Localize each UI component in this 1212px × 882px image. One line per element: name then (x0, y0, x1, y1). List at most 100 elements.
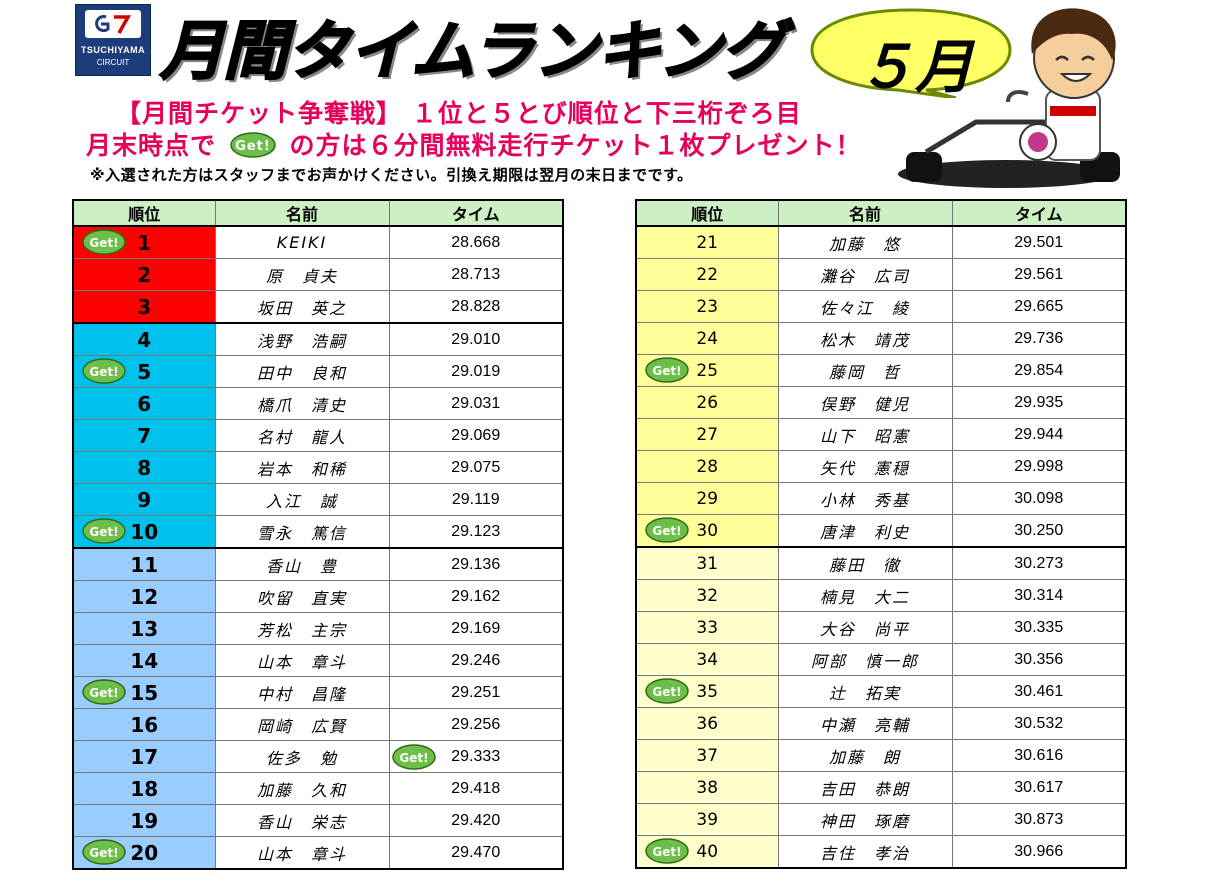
table-row: Get! 35 辻 拓実 30.461 (635, 675, 1127, 708)
time-value: 30.250 (1014, 521, 1064, 539)
rank-cell: 29 (635, 482, 779, 515)
table-row: 32 楠見 大二 30.314 (635, 579, 1127, 612)
time-value: 29.256 (451, 715, 501, 733)
table-row: Get! 25 藤岡 哲 29.854 (635, 354, 1127, 387)
rank-value: 8 (137, 455, 152, 480)
time-value: 29.136 (451, 555, 501, 573)
time-value: 29.935 (1014, 393, 1064, 411)
time-cell: 29.251 (388, 676, 564, 709)
time-cell: 28.668 (388, 225, 564, 259)
time-value: 29.069 (451, 426, 501, 444)
time-value: 30.966 (1014, 842, 1064, 860)
header-time: タイム (951, 199, 1127, 227)
rank-value: 21 (696, 232, 719, 253)
name-cell: 芳松 主宗 (214, 612, 390, 645)
rank-cell: 13 (72, 612, 216, 645)
time-cell: 29.069 (388, 419, 564, 452)
time-value: 30.356 (1014, 650, 1064, 668)
table-row: 39 神田 琢磨 30.873 (635, 803, 1127, 836)
rank-value: 27 (696, 424, 719, 445)
table-row: 24 松木 靖茂 29.736 (635, 322, 1127, 355)
rank-value: 18 (130, 776, 159, 801)
rank-cell: 18 (72, 772, 216, 805)
table-row: 8 岩本 和稀 29.075 (72, 451, 564, 484)
time-value: 29.251 (451, 683, 501, 701)
rank-value: 14 (130, 648, 159, 673)
time-value: 29.418 (451, 779, 501, 797)
rank-value: 17 (130, 744, 159, 769)
name-cell: 佐々江 綾 (777, 290, 953, 323)
time-cell: 29.162 (388, 580, 564, 613)
name-cell: 藤岡 哲 (777, 354, 953, 387)
rank-cell: 28 (635, 450, 779, 483)
rank-cell: 17 (72, 740, 216, 773)
table-row: 31 藤田 徹 30.273 (635, 546, 1127, 580)
rank-value: 9 (137, 487, 152, 512)
table-row: 28 矢代 憲穏 29.998 (635, 450, 1127, 483)
rank-value: 25 (696, 360, 719, 381)
table-row: 14 山本 章斗 29.246 (72, 644, 564, 677)
time-cell: 29.010 (388, 322, 564, 356)
table-row: 19 香山 栄志 29.420 (72, 804, 564, 837)
rank-cell: 32 (635, 579, 779, 612)
table-row: Get! 30 唐津 利史 30.250 (635, 514, 1127, 548)
table-row: 7 名村 龍人 29.069 (72, 419, 564, 452)
table-header: 順位 名前 タイム (72, 199, 564, 227)
get-badge-icon: Get! (82, 229, 126, 255)
time-cell: 29.998 (951, 450, 1127, 483)
get-badge-label: Get! (89, 365, 118, 379)
get-badge-label: Get! (399, 751, 428, 765)
time-value: 29.119 (451, 490, 500, 508)
time-cell: 29.119 (388, 483, 564, 516)
table-row: Get! 1 KEIKI 28.668 (72, 225, 564, 259)
rank-cell: 37 (635, 739, 779, 772)
name-cell: 中村 昌隆 (214, 676, 390, 709)
rank-value: 36 (696, 713, 719, 734)
header-rank: 順位 (635, 199, 779, 227)
rank-value: 2 (137, 262, 152, 287)
name-cell: 橋爪 清史 (214, 387, 390, 420)
table-row: 3 坂田 英之 28.828 (72, 290, 564, 324)
rank-cell: 3 (72, 290, 216, 324)
rank-cell: Get! 20 (72, 836, 216, 870)
time-value: 29.246 (451, 651, 501, 669)
get-badge-label: Get! (89, 525, 118, 539)
time-value: 30.314 (1014, 586, 1064, 604)
name-cell: 雪永 篤信 (214, 515, 390, 549)
time-value: 30.098 (1014, 489, 1064, 507)
time-cell: 30.250 (951, 514, 1127, 548)
speech-bubble-icon (810, 8, 1012, 98)
header-name: 名前 (214, 199, 390, 227)
time-cell: 28.828 (388, 290, 564, 324)
name-cell: 原 貞夫 (214, 258, 390, 291)
name-cell: 佐多 勉 (214, 740, 390, 773)
rank-cell: 8 (72, 451, 216, 484)
table-row: 2 原 貞夫 28.713 (72, 258, 564, 291)
rank-cell: Get! 15 (72, 676, 216, 709)
rank-cell: 26 (635, 386, 779, 419)
name-cell: 田中 良和 (214, 355, 390, 388)
table-row: 33 大谷 尚平 30.335 (635, 611, 1127, 644)
get-badge-icon: Get! (391, 744, 436, 770)
rank-cell: 39 (635, 803, 779, 836)
name-cell: 中瀬 亮輔 (777, 707, 953, 740)
rank-cell: 7 (72, 419, 216, 452)
header-rank: 順位 (72, 199, 216, 227)
time-value: 29.736 (1014, 329, 1064, 347)
rank-value: 15 (130, 680, 159, 705)
rank-value: 40 (696, 841, 719, 862)
time-cell: 29.501 (951, 225, 1127, 259)
table-row: 11 香山 豊 29.136 (72, 547, 564, 581)
ranking-table-left: 順位 名前 タイム Get! 1 KEIKI 28.668 2 原 貞夫 28.713 3 坂田… (72, 199, 564, 870)
table-row: 34 阿部 慎一郎 30.356 (635, 643, 1127, 676)
rank-value: 39 (696, 809, 719, 830)
rank-cell: 23 (635, 290, 779, 323)
table-row: 26 俣野 健児 29.935 (635, 386, 1127, 419)
rank-cell: 27 (635, 418, 779, 451)
rank-cell: 24 (635, 322, 779, 355)
time-cell: 29.246 (388, 644, 564, 677)
month-label: ５月 (856, 33, 973, 101)
rank-cell: 16 (72, 708, 216, 741)
rank-value: 4 (137, 327, 152, 352)
time-value: 29.998 (1014, 457, 1064, 475)
